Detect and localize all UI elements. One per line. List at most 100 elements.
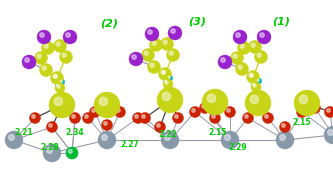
Circle shape [282, 124, 285, 127]
Circle shape [83, 112, 94, 123]
Circle shape [328, 130, 333, 135]
Circle shape [245, 90, 271, 116]
Circle shape [224, 106, 235, 118]
Circle shape [49, 124, 52, 127]
Circle shape [265, 115, 268, 118]
Circle shape [257, 79, 259, 81]
Circle shape [56, 84, 58, 86]
Circle shape [43, 144, 61, 162]
Circle shape [133, 112, 144, 123]
Circle shape [60, 80, 62, 82]
Circle shape [168, 76, 170, 78]
Circle shape [66, 33, 70, 37]
Text: 2.15: 2.15 [292, 118, 310, 127]
Circle shape [32, 115, 35, 118]
Circle shape [148, 60, 161, 74]
Circle shape [166, 49, 179, 61]
Circle shape [22, 55, 36, 69]
Circle shape [53, 74, 57, 78]
Circle shape [189, 106, 200, 118]
Circle shape [129, 52, 143, 66]
Circle shape [59, 79, 65, 85]
Circle shape [230, 51, 243, 64]
Circle shape [94, 92, 120, 118]
Circle shape [54, 40, 67, 53]
Circle shape [165, 81, 168, 84]
Circle shape [279, 122, 290, 132]
Circle shape [160, 69, 170, 79]
Circle shape [163, 40, 167, 44]
Circle shape [55, 83, 61, 89]
Circle shape [251, 82, 261, 92]
Circle shape [299, 109, 302, 112]
Circle shape [102, 135, 107, 140]
Circle shape [102, 119, 113, 130]
Circle shape [145, 27, 159, 41]
Circle shape [54, 97, 63, 105]
Circle shape [257, 53, 261, 57]
Circle shape [72, 115, 75, 118]
Circle shape [162, 92, 170, 101]
Circle shape [172, 112, 183, 123]
Circle shape [55, 83, 65, 93]
Circle shape [140, 112, 151, 123]
Text: 2.22: 2.22 [158, 130, 176, 139]
Circle shape [202, 105, 205, 108]
Circle shape [212, 115, 215, 118]
Circle shape [240, 44, 244, 48]
Circle shape [40, 33, 44, 37]
Circle shape [227, 109, 230, 112]
Circle shape [246, 70, 259, 84]
Circle shape [242, 112, 253, 123]
Circle shape [35, 51, 48, 64]
Circle shape [250, 74, 253, 77]
Circle shape [60, 50, 73, 64]
Text: (3): (3) [188, 16, 206, 26]
Circle shape [224, 135, 230, 140]
Circle shape [221, 58, 225, 62]
Circle shape [252, 83, 254, 85]
Circle shape [164, 80, 166, 82]
Circle shape [25, 58, 29, 62]
Circle shape [202, 89, 228, 115]
Circle shape [324, 126, 333, 144]
Circle shape [167, 75, 173, 81]
Circle shape [62, 53, 66, 57]
Circle shape [221, 131, 239, 149]
Circle shape [30, 112, 41, 123]
Circle shape [233, 30, 247, 44]
Circle shape [150, 39, 163, 51]
Circle shape [257, 30, 271, 44]
Circle shape [253, 84, 256, 87]
Text: 2.21: 2.21 [14, 128, 33, 137]
Circle shape [235, 63, 248, 75]
Circle shape [251, 43, 255, 47]
Circle shape [150, 63, 154, 67]
Circle shape [42, 42, 55, 54]
Circle shape [251, 82, 257, 88]
Text: 2.34: 2.34 [65, 128, 84, 137]
Circle shape [250, 95, 258, 104]
Circle shape [161, 37, 173, 50]
Circle shape [157, 87, 183, 113]
Circle shape [5, 131, 23, 149]
Circle shape [70, 112, 81, 123]
Text: 2.27: 2.27 [120, 140, 139, 149]
Circle shape [312, 105, 315, 108]
Circle shape [54, 75, 57, 78]
Circle shape [233, 54, 237, 58]
Text: (2): (2) [100, 18, 118, 28]
Circle shape [159, 67, 171, 81]
Circle shape [66, 147, 78, 159]
Circle shape [199, 102, 210, 114]
Circle shape [52, 73, 62, 83]
Circle shape [132, 55, 136, 59]
Circle shape [99, 97, 108, 105]
Circle shape [209, 112, 220, 123]
Text: 2.29: 2.29 [228, 143, 247, 152]
Circle shape [37, 54, 41, 58]
Circle shape [248, 72, 258, 82]
Circle shape [309, 102, 320, 114]
Circle shape [90, 106, 101, 118]
Circle shape [85, 115, 88, 118]
